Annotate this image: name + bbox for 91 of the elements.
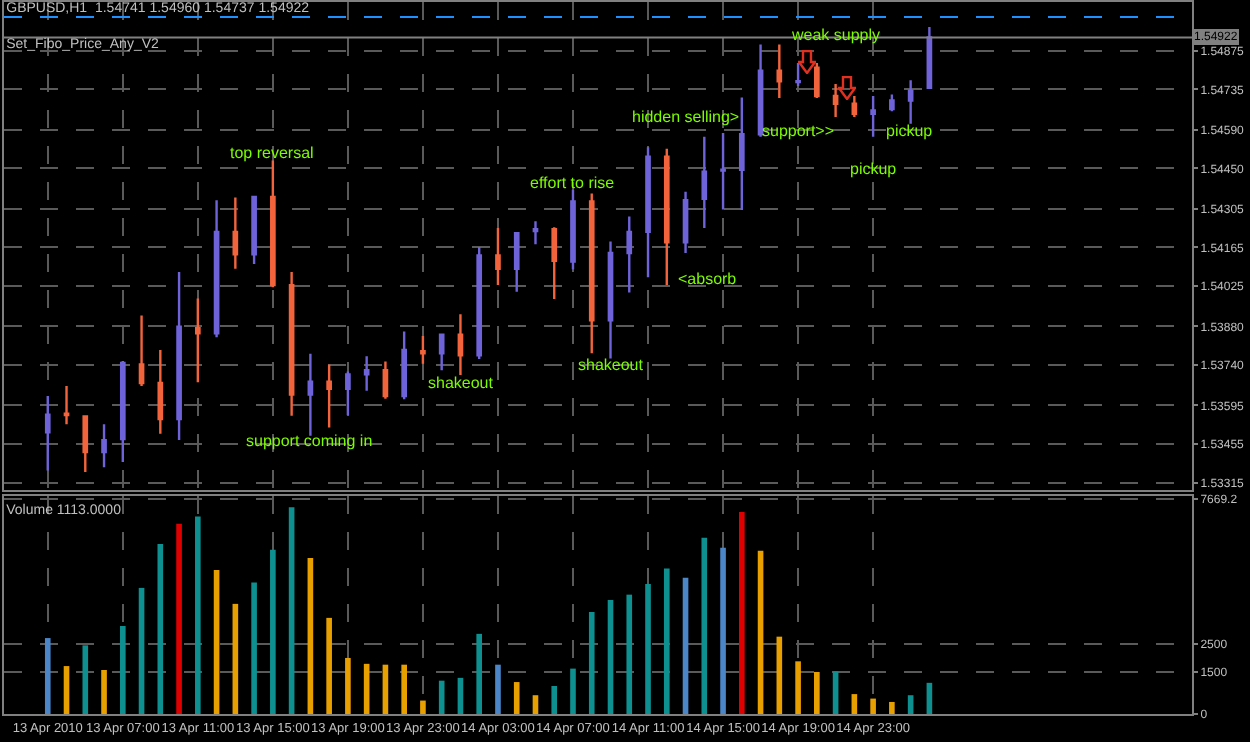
candlestick — [720, 131, 726, 211]
bar — [476, 633, 483, 714]
annotation: pickup — [886, 122, 934, 140]
bar — [101, 670, 107, 714]
candlestick — [851, 94, 858, 119]
bar — [420, 700, 426, 714]
candlestick — [907, 79, 914, 125]
bar — [551, 685, 558, 714]
bar — [345, 657, 351, 714]
candlestick — [626, 215, 633, 294]
candlestick — [645, 146, 651, 279]
candlestick — [82, 414, 89, 474]
annotation: shakeout — [578, 356, 645, 374]
candlestick — [776, 43, 783, 100]
bar — [495, 664, 501, 714]
bar — [438, 680, 445, 714]
bar — [720, 547, 726, 714]
candlestick — [663, 147, 670, 287]
bar — [44, 638, 51, 714]
candlestick — [270, 159, 276, 289]
bar — [739, 511, 745, 714]
annotation: top reversal — [230, 144, 315, 162]
candlestick — [420, 334, 426, 366]
annotation: effort to rise — [530, 174, 616, 192]
bar — [513, 682, 520, 714]
candlestick — [795, 61, 801, 88]
candlestick — [607, 240, 614, 360]
candlestick — [213, 199, 220, 339]
bar — [176, 523, 182, 714]
candlestick — [738, 96, 745, 212]
annotation: support coming in — [246, 432, 373, 450]
annotation: pickup — [850, 160, 898, 178]
candlestick — [176, 270, 182, 442]
candlestick — [476, 245, 483, 361]
bar — [907, 695, 914, 714]
candlestick — [570, 188, 576, 271]
candlestick — [119, 359, 126, 464]
candlestick — [251, 195, 257, 266]
candlestick — [495, 226, 501, 287]
candlestick — [157, 348, 164, 435]
annotation: <absorb — [678, 270, 738, 288]
annotation: shakeout — [428, 374, 495, 392]
bar — [570, 668, 576, 714]
bar — [326, 617, 332, 714]
candlestick — [551, 225, 558, 301]
bar — [795, 661, 801, 714]
bar — [82, 645, 89, 714]
candlestick — [363, 355, 370, 392]
bar — [663, 568, 670, 714]
bar — [889, 701, 895, 714]
annotation: weak supply — [790, 26, 881, 44]
bar — [119, 626, 126, 714]
candlestick — [44, 394, 51, 472]
candlestick — [814, 61, 820, 100]
bar — [701, 537, 708, 714]
annotation: support>> — [762, 122, 835, 140]
candlestick — [438, 332, 445, 372]
candlestick — [232, 196, 239, 270]
bar — [588, 612, 595, 714]
bar — [270, 549, 276, 714]
bar — [645, 583, 651, 714]
bar — [195, 516, 201, 714]
candlestick — [926, 25, 933, 90]
candlestick — [682, 190, 689, 255]
candlestick — [832, 82, 839, 119]
bar — [814, 671, 820, 714]
candlestick — [870, 94, 876, 138]
candlestick — [288, 270, 295, 417]
candlestick — [401, 330, 407, 401]
candlestick — [701, 135, 708, 230]
bar — [401, 664, 407, 714]
candlestick — [195, 297, 201, 384]
candlestick — [326, 363, 332, 429]
candlestick — [757, 43, 764, 138]
bar — [832, 671, 839, 714]
bar — [532, 695, 539, 714]
candlestick — [382, 360, 389, 400]
candlestick — [63, 384, 70, 426]
candlestick — [513, 231, 520, 293]
candlestick — [457, 313, 464, 377]
candlestick — [345, 370, 351, 417]
candlestick — [307, 352, 314, 437]
candlestick — [532, 220, 539, 246]
bar — [870, 698, 876, 714]
candlestick — [588, 192, 595, 355]
bar — [626, 594, 633, 714]
annotation: hidden selling> — [632, 108, 740, 126]
candlestick — [889, 93, 895, 113]
candlestick — [101, 423, 107, 469]
bar — [251, 582, 257, 714]
candlestick — [138, 314, 145, 388]
